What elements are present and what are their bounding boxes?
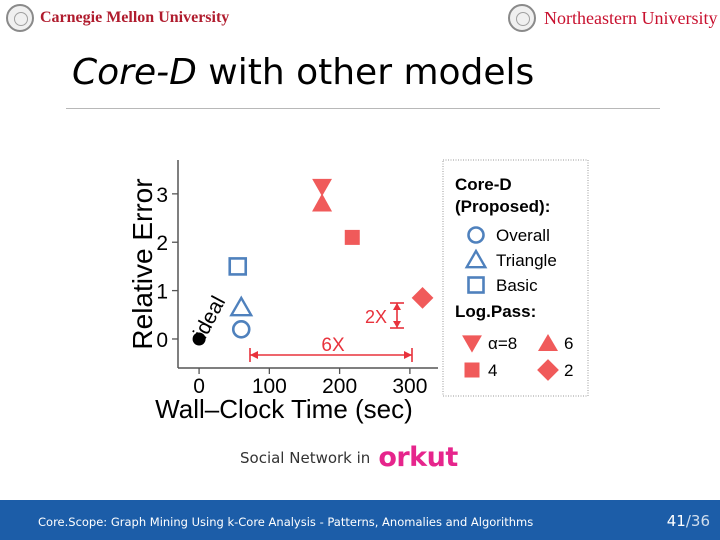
speedup-label: 6X xyxy=(321,335,345,356)
footer-text: Core.Scope: Graph Mining Using k-Core An… xyxy=(38,515,534,529)
point-ideal xyxy=(192,332,206,346)
page-number: 41/36 xyxy=(667,512,710,530)
legend-box xyxy=(442,159,589,397)
x-tick-label: 200 xyxy=(322,375,357,398)
caption-text: Social Network in xyxy=(240,448,371,467)
footer-bar: Core.Scope: Graph Mining Using k-Core An… xyxy=(0,500,720,540)
legend: Core-D (Proposed): Overall Triangle Basic α=… xyxy=(442,159,589,397)
title-italic: Core-D xyxy=(72,52,197,93)
legend-label: Overall xyxy=(496,226,550,245)
x-ticks: 0 100 200 300 xyxy=(193,368,427,398)
legend-marker-square-icon xyxy=(464,362,480,378)
page-separator: / xyxy=(685,512,691,530)
error-arrow xyxy=(390,302,404,329)
header-bar: Carnegie Mellon University Northeastern … xyxy=(0,0,720,40)
y-ticks: 0 1 2 3 xyxy=(156,184,178,352)
x-tick-label: 100 xyxy=(252,375,287,398)
x-axis-label: Wall–Clock Time (sec) xyxy=(155,394,413,424)
title-rest: with other models xyxy=(196,52,535,93)
legend-marker-square-icon xyxy=(467,276,485,294)
y-tick-label: 0 xyxy=(156,329,168,352)
slide-title: Core-D with other models xyxy=(72,52,534,93)
legend-label: 2 xyxy=(564,361,573,380)
legend-label: Basic xyxy=(496,276,538,295)
cmu-logo: Carnegie Mellon University xyxy=(6,4,229,32)
legend-marker-triangle-down-icon xyxy=(462,335,482,353)
point-logpass-8 xyxy=(312,178,332,197)
legend-label: 6 xyxy=(564,334,573,353)
cmu-name: Carnegie Mellon University xyxy=(40,9,230,26)
page-current: 41 xyxy=(666,512,686,530)
legend-label: α=8 xyxy=(488,334,517,353)
cmu-seal-icon xyxy=(6,4,34,32)
y-tick-label: 1 xyxy=(156,281,168,304)
x-tick-label: 300 xyxy=(392,375,427,398)
northeastern-logo: Northeastern University xyxy=(508,4,717,32)
point-core-d-basic xyxy=(228,257,248,276)
y-tick-label: 3 xyxy=(156,184,168,207)
northeastern-seal-icon xyxy=(508,4,536,32)
point-logpass-2 xyxy=(411,286,434,309)
legend-marker-circle-icon xyxy=(467,226,485,244)
legend-label: Triangle xyxy=(496,251,557,270)
point-core-d-triangle xyxy=(229,295,254,317)
legend-marker-triangle-icon xyxy=(538,334,558,351)
chart-caption: Social Network in orkut xyxy=(240,444,458,471)
legend-proposed-title: Core-D (Proposed): xyxy=(455,175,550,216)
page-total: 36 xyxy=(690,512,710,530)
legend-items: Overall Triangle Basic α=8 6 4 2 xyxy=(462,226,573,381)
y-axis-label: Relative Error xyxy=(127,178,158,349)
legend-logpass-title: Log.Pass: xyxy=(455,302,536,321)
legend-label: 4 xyxy=(488,361,497,380)
title-divider xyxy=(66,108,660,109)
data-points xyxy=(192,178,434,346)
point-logpass-6 xyxy=(312,193,333,212)
legend-marker-diamond-icon xyxy=(537,359,559,381)
orkut-logo: orkut xyxy=(378,442,458,473)
point-core-d-overall xyxy=(231,320,251,339)
error-label: 2X xyxy=(365,307,387,327)
point-logpass-4 xyxy=(344,229,360,245)
legend-marker-triangle-icon xyxy=(464,248,488,269)
x-tick-label: 0 xyxy=(193,375,205,398)
northeastern-name: Northeastern University xyxy=(544,7,718,28)
y-tick-label: 2 xyxy=(156,232,168,255)
speedup-arrow xyxy=(249,348,413,362)
scatter-chart: 0 1 2 3 0 100 200 300 Relative Error Wall–Cloc… xyxy=(127,159,589,424)
